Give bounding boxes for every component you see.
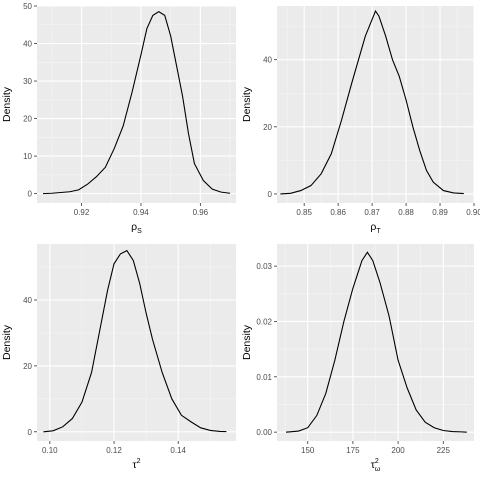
x-tick-label: 0.85	[296, 208, 312, 217]
panel-4: 150 175 200 225 0.00 0.01 0.02 0.03 τ2 ω Density	[241, 244, 474, 473]
y-tick-label: 20	[23, 115, 32, 124]
plot-background	[37, 6, 236, 203]
x-axis-title: τ2	[132, 458, 140, 471]
y-tick-label: 10	[23, 152, 32, 161]
y-tick-label: 40	[23, 40, 32, 49]
y-tick-label: 0.01	[256, 373, 272, 382]
x-tick-label: 0.88	[398, 208, 414, 217]
x-axis-title-subscript: T	[376, 228, 381, 235]
x-axis-title: ρT	[370, 221, 381, 235]
y-tick-label: 30	[23, 77, 32, 86]
x-tick-label: 0.96	[193, 208, 209, 217]
y-axis-title: Density	[1, 86, 13, 122]
y-tick-label: 0	[268, 190, 273, 199]
x-tick-label: 0.92	[74, 208, 90, 217]
density-line	[285, 251, 467, 433]
y-tick-label: 0.00	[256, 428, 272, 437]
x-tick-label: 150	[301, 446, 315, 455]
x-tick-label: 0.86	[330, 208, 346, 217]
x-axis-title-subscript: ω	[375, 466, 381, 473]
x-tick-label: 175	[346, 446, 360, 455]
y-tick-label: 40	[263, 56, 272, 65]
y-tick-label: 40	[23, 296, 32, 305]
x-axis-title-symbol: τ	[371, 459, 376, 471]
panel-3: 0.10 0.12 0.14 0 20 40 τ2 Density	[1, 244, 236, 471]
x-axis-title: τ2 ω	[371, 458, 381, 473]
density-line	[280, 9, 464, 195]
x-axis-title-subscript: S	[137, 228, 142, 235]
x-axis-title: ρS	[131, 221, 142, 235]
y-axis-title: Density	[1, 324, 13, 360]
x-tick-label: 225	[437, 446, 451, 455]
y-tick-label: 0	[28, 190, 33, 199]
x-tick-label: 0.90	[466, 208, 480, 217]
panel-1: 0.92 0.94 0.96 0 10 20 30 40 50 ρS Density	[1, 2, 236, 235]
y-axis-title: Density	[241, 86, 253, 122]
y-tick-label: 20	[23, 362, 32, 371]
y-tick-label: 0.02	[256, 317, 272, 326]
y-tick-label: 0	[28, 428, 33, 437]
plot-background	[37, 244, 236, 441]
density-line	[42, 10, 231, 195]
x-tick-label: 0.89	[432, 208, 448, 217]
panel-2: 0.85 0.86 0.87 0.88 0.89 0.90 0 20 40 ρT Density	[241, 6, 480, 235]
x-axis-title-symbol: ρ	[370, 221, 376, 233]
x-axis-title-symbol: τ	[132, 459, 137, 471]
x-tick-label: 0.10	[42, 446, 58, 455]
y-tick-label: 50	[23, 2, 32, 11]
x-tick-label: 0.87	[364, 208, 380, 217]
density-line	[43, 249, 227, 433]
y-axis-title: Density	[241, 324, 253, 360]
x-tick-label: 0.12	[106, 446, 122, 455]
x-axis-title-symbol: ρ	[131, 221, 137, 233]
y-tick-label: 20	[263, 123, 272, 132]
x-tick-label: 200	[391, 446, 405, 455]
plot-background	[277, 6, 474, 203]
x-axis-title-superscript: 2	[137, 458, 141, 465]
x-tick-label: 0.94	[133, 208, 149, 217]
x-tick-label: 0.14	[170, 446, 186, 455]
y-tick-label: 0.03	[256, 262, 272, 271]
x-axis-title-superscript: 2	[375, 458, 379, 465]
